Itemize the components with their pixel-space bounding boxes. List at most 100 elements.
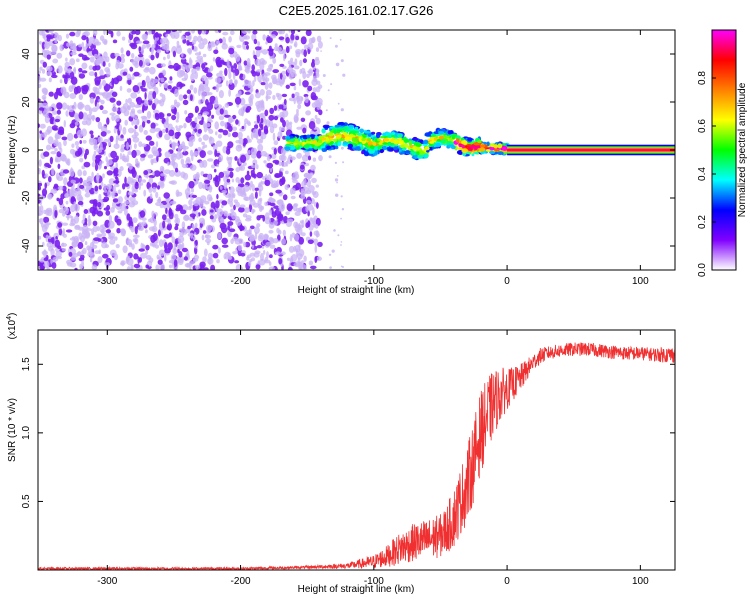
heatmap-cell (218, 128, 224, 133)
heatmap-cell (84, 104, 91, 112)
heatmap-cell (440, 139, 446, 144)
heatmap-cell (273, 148, 277, 155)
heatmap-cell (268, 222, 275, 229)
heatmap-cell (294, 91, 300, 97)
heatmap-cell (109, 239, 116, 245)
heatmap-cell (240, 226, 245, 231)
heatmap-cell (284, 184, 289, 191)
heatmap-cell (308, 121, 316, 130)
heatmap-cell (246, 170, 250, 176)
heatmap-cell (285, 45, 290, 54)
heatmap-cell (80, 254, 85, 260)
heatmap-cell (204, 200, 210, 205)
heatmap-cell (137, 54, 144, 58)
heatmap-cell (216, 163, 220, 168)
heatmap-cell (216, 40, 220, 45)
heatmap-cell (310, 265, 317, 270)
heatmap-cell (126, 255, 130, 260)
heatmap-cell (252, 80, 255, 87)
heatmap-cell (205, 186, 213, 190)
heatmap-cell (349, 133, 354, 138)
heatmap-cell (291, 93, 295, 99)
heatmap-cell (162, 70, 166, 76)
heatmap-cell (142, 179, 147, 183)
heatmap-cell (99, 142, 103, 150)
heatmap-cell (39, 130, 42, 134)
heatmap-cell (176, 104, 180, 108)
heatmap-cell (246, 106, 252, 111)
heatmap-cell (38, 167, 41, 172)
heatmap-cell (230, 30, 235, 36)
heatmap-cell (89, 56, 95, 63)
heatmap-cell (115, 60, 121, 66)
heatmap-cell (54, 239, 61, 248)
heatmap-cell (279, 30, 286, 35)
heatmap-cell (166, 225, 171, 231)
heatmap-cell (191, 194, 197, 198)
heatmap-cell (104, 165, 107, 170)
heatmap-cell (235, 186, 242, 193)
heatmap-cell (153, 39, 157, 45)
heatmap-cell (307, 210, 310, 217)
heatmap-cell (38, 159, 42, 167)
heatmap-cell (300, 117, 306, 123)
heatmap-cell (86, 175, 93, 184)
heatmap-cell (87, 222, 91, 227)
heatmap-cell (81, 62, 88, 70)
heatmap-cell (101, 109, 108, 115)
heatmap-cell (45, 49, 50, 55)
heatmap-cell (257, 143, 264, 152)
heatmap-cell (100, 181, 104, 187)
heatmap-cell (304, 150, 310, 158)
heatmap-cell (145, 75, 150, 84)
heatmap-x-tick-label: -300 (97, 276, 117, 287)
heatmap-cell (130, 180, 136, 186)
heatmap-cell (155, 201, 162, 207)
heatmap-cell (274, 173, 281, 178)
heatmap-cell (474, 151, 479, 155)
heatmap-cell (229, 171, 234, 179)
heatmap-cell (109, 97, 116, 103)
heatmap-cell (273, 105, 278, 111)
heatmap-cell (65, 192, 69, 198)
heatmap-cell (156, 198, 162, 203)
heatmap-cell (66, 42, 71, 47)
heatmap-cell (286, 66, 294, 74)
heatmap-cell (315, 232, 320, 238)
heatmap-cell (300, 190, 307, 195)
heatmap-cell (334, 44, 338, 48)
heatmap-cell (285, 143, 292, 147)
snr-ticks: -300 -200 -100 0 100 0.5 1.0 1.5 (21, 330, 675, 587)
heatmap-cell (497, 143, 503, 149)
heatmap-cell (262, 215, 266, 222)
heatmap-cell (51, 44, 58, 53)
heatmap-cell (248, 260, 252, 267)
heatmap-cell (74, 225, 81, 230)
heatmap-cell (113, 183, 120, 188)
heatmap-cell (267, 198, 272, 203)
heatmap-cell (135, 175, 139, 179)
heatmap-cell (281, 147, 286, 156)
heatmap-cell (264, 216, 271, 225)
heatmap-cell (81, 219, 85, 224)
heatmap-cell (39, 259, 45, 263)
heatmap-cell (268, 82, 273, 89)
heatmap-cell (139, 210, 146, 218)
heatmap-cell (157, 256, 163, 260)
heatmap-cell (78, 67, 83, 73)
heatmap-cell (385, 132, 393, 136)
heatmap-cell (138, 124, 144, 133)
heatmap-cell (251, 164, 256, 169)
heatmap-cell (364, 131, 371, 134)
heatmap-cell (204, 86, 210, 93)
heatmap-cell (192, 236, 196, 241)
heatmap-cell (466, 144, 472, 147)
heatmap-cell (103, 183, 107, 190)
heatmap-cell (383, 138, 390, 142)
heatmap-cell (131, 30, 137, 35)
heatmap-cell (38, 193, 41, 197)
heatmap-cell (293, 138, 299, 144)
heatmap-cell (213, 168, 217, 173)
heatmap-cell (132, 136, 140, 143)
heatmap-cell (91, 244, 98, 249)
